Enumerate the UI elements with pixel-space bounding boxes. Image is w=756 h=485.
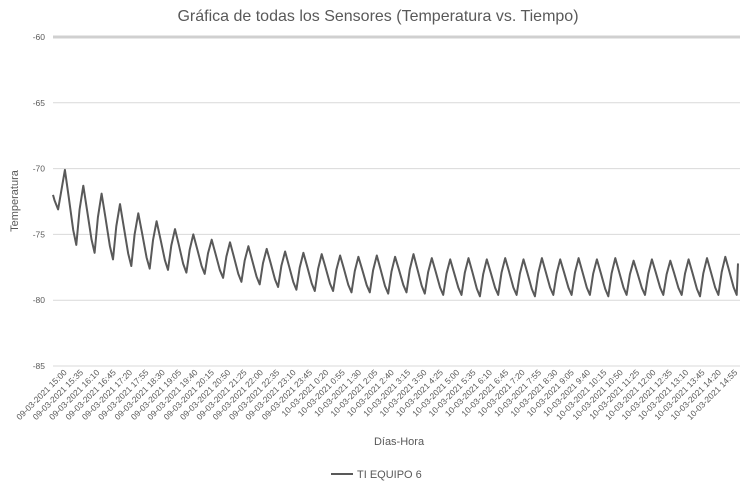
y-tick-label: -60 [33, 32, 46, 42]
chart-title: Gráfica de todas los Sensores (Temperatu… [177, 8, 578, 25]
series-line-ti-equipo-6 [52, 168, 739, 298]
grid-lines [53, 35, 740, 367]
y-tick-label: -80 [33, 295, 46, 305]
series-group [52, 168, 739, 298]
x-axis-label: Días-Hora [374, 436, 425, 448]
y-tick-label: -70 [33, 164, 46, 174]
y-tick-label: -65 [33, 98, 46, 108]
legend-label: TI EQUIPO 6 [357, 469, 422, 481]
y-axis-label: Temperatura [9, 169, 21, 232]
legend: TI EQUIPO 6 [331, 469, 422, 481]
y-tick-labels: -60 -65 -70 -75 -80 -85 [33, 32, 46, 371]
y-tick-label: -85 [33, 361, 46, 371]
y-tick-label: -75 [33, 229, 46, 239]
